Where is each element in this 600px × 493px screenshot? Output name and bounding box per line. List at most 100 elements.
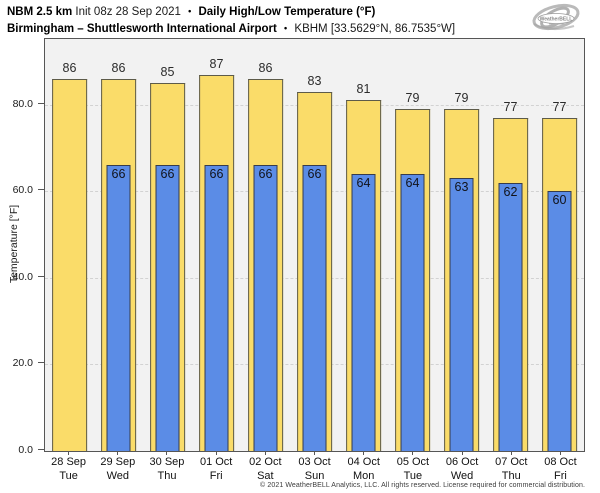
x-tick-mark (117, 452, 119, 455)
bar-slot: 86 66 (94, 39, 143, 451)
high-value-label: 86 (258, 60, 273, 75)
bullet-separator: • (188, 6, 192, 16)
station-name: Birmingham – Shuttlesworth International… (7, 23, 277, 35)
low-bar: 62 (498, 182, 523, 451)
chart-header: NBM 2.5 km Init 08z 28 Sep 2021 • Daily … (7, 3, 455, 37)
low-bar: 66 (253, 165, 278, 451)
x-tick-date: 05 Oct (396, 456, 430, 468)
copyright-notice: © 2021 WeatherBELL Analytics, LLC. All r… (260, 482, 585, 489)
bar-slot: 83 66 (290, 39, 339, 451)
plot-area: 86 86 66 85 66 87 66 86 66 83 66 81 64 79 64 79 63 77 62 77… (44, 38, 585, 452)
x-tick-mark (68, 452, 70, 455)
x-tick-label: 30 Sep Thu (142, 452, 191, 483)
y-tick-label: 80.0 (12, 97, 33, 110)
low-value-label: 63 (454, 180, 469, 195)
y-tick-mark (38, 362, 44, 364)
x-tick-day: Fri (554, 469, 567, 482)
bar-slot: 86 (45, 39, 94, 451)
x-tick-date: 06 Oct (445, 456, 479, 468)
bar-slot: 79 64 (388, 39, 437, 451)
x-tick-day: Wed (450, 469, 474, 482)
bar-slot: 79 63 (437, 39, 486, 451)
x-tick-mark (559, 452, 561, 455)
y-tick-mark (38, 189, 44, 191)
low-value-label: 60 (552, 193, 567, 208)
bar-slot: 77 60 (535, 39, 584, 451)
high-value-label: 85 (160, 65, 175, 80)
low-value-label: 66 (111, 167, 126, 182)
logo-text: WeatherBELL (540, 17, 573, 23)
x-tick-label: 08 Oct Fri (536, 452, 585, 483)
x-tick-label: 04 Oct Mon (339, 452, 388, 483)
weatherbell-logo: WeatherBELL (524, 2, 588, 35)
x-axis: 28 Sep Tue 29 Sep Wed 30 Sep Thu 01 Oct Fri 02 O… (44, 452, 585, 483)
weatherbell-swirl-icon: WeatherBELL (532, 3, 580, 31)
x-tick-day: Wed (106, 469, 129, 482)
x-tick-day: Mon (353, 469, 375, 482)
x-tick-label: 07 Oct Thu (487, 452, 536, 483)
x-tick-day: Tue (59, 469, 78, 482)
low-bar: 66 (106, 165, 131, 451)
high-value-label: 83 (307, 73, 322, 88)
high-value-label: 81 (356, 82, 371, 97)
x-tick-day: Tue (403, 469, 423, 482)
low-bar: 66 (155, 165, 180, 451)
low-value-label: 64 (356, 176, 371, 191)
station-id: KBHM [33.5629°N, 86.7535°W] (294, 23, 456, 35)
y-tick-mark (38, 102, 44, 104)
y-tick-label: 20.0 (12, 357, 33, 370)
x-tick-label: 28 Sep Tue (44, 452, 93, 483)
low-bar: 63 (449, 178, 474, 451)
low-bar: 66 (302, 165, 327, 451)
low-bar: 64 (400, 174, 425, 451)
x-tick-mark (166, 452, 168, 455)
x-tick-date: 07 Oct (495, 456, 528, 468)
high-value-label: 86 (62, 60, 77, 75)
bar-slot: 77 62 (486, 39, 535, 451)
low-value-label: 66 (160, 167, 175, 182)
init-time: Init 08z 28 Sep 2021 (75, 6, 181, 18)
y-axis: 0.0 20.0 40.0 60.0 80.0 (0, 38, 44, 456)
x-tick-date: 08 Oct (544, 456, 577, 468)
low-bar: 60 (547, 191, 572, 451)
high-value-label: 77 (552, 99, 567, 114)
x-tick-mark (363, 452, 365, 455)
low-value-label: 62 (503, 184, 518, 199)
x-tick-day: Sun (304, 469, 325, 482)
title-line-2: Birmingham – Shuttlesworth International… (7, 20, 455, 37)
bar-slot: 85 66 (143, 39, 192, 451)
x-tick-mark (314, 452, 316, 455)
x-tick-day: Thu (501, 469, 521, 482)
x-tick-date: 30 Sep (149, 456, 185, 468)
x-tick-date: 29 Sep (100, 456, 136, 468)
high-value-label: 79 (405, 91, 420, 106)
bullet-separator: • (284, 23, 288, 33)
low-bar: 64 (351, 174, 376, 451)
y-tick-label: 40.0 (12, 270, 33, 283)
x-tick-date: 02 Oct (249, 456, 282, 468)
x-tick-mark (264, 452, 266, 455)
x-tick-date: 03 Oct (298, 456, 331, 468)
low-value-label: 64 (405, 176, 420, 191)
x-tick-day: Fri (209, 469, 223, 482)
x-tick-day: Sat (257, 469, 274, 482)
x-tick-date: 28 Sep (51, 456, 87, 468)
product-name: Daily High/Low Temperature (°F) (198, 6, 376, 18)
y-axis-title: Temperature [°F] (8, 204, 20, 284)
x-tick-label: 06 Oct Wed (438, 452, 487, 483)
x-tick-label: 29 Sep Wed (93, 452, 142, 483)
x-tick-mark (461, 452, 463, 455)
x-tick-label: 03 Oct Sun (290, 452, 339, 483)
low-value-label: 66 (307, 167, 322, 182)
bar-slot: 86 66 (241, 39, 290, 451)
x-tick-mark (215, 452, 217, 455)
x-tick-mark (412, 452, 414, 455)
high-bar (51, 78, 88, 451)
x-tick-label: 02 Oct Sat (241, 452, 290, 483)
low-value-label: 66 (258, 167, 273, 182)
y-tick-mark (38, 275, 44, 277)
x-tick-day: Thu (157, 469, 177, 482)
high-value-label: 79 (454, 91, 469, 106)
high-value-label: 77 (503, 99, 518, 114)
